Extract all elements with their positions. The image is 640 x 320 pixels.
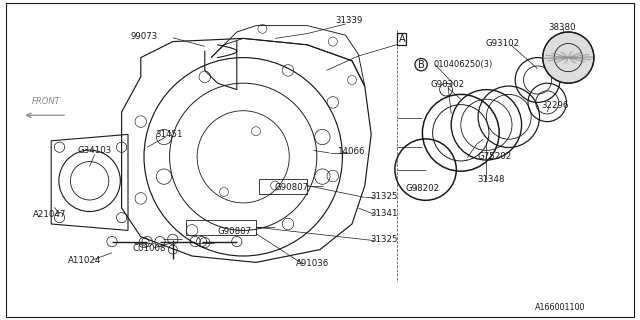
Ellipse shape — [543, 32, 594, 83]
Text: A21047: A21047 — [33, 210, 66, 219]
Text: G98202: G98202 — [405, 184, 440, 193]
Text: G75202: G75202 — [477, 152, 512, 161]
Text: 31348: 31348 — [477, 175, 504, 184]
Text: 31451: 31451 — [156, 130, 183, 139]
Text: G90807: G90807 — [274, 183, 308, 192]
Text: FRONT: FRONT — [32, 97, 60, 106]
Text: A: A — [399, 34, 405, 44]
Text: A91036: A91036 — [296, 260, 329, 268]
Text: C01008: C01008 — [132, 244, 166, 253]
Text: A11024: A11024 — [68, 256, 102, 265]
Text: 31341: 31341 — [371, 209, 397, 218]
Text: G90807: G90807 — [218, 228, 252, 236]
Text: B: B — [418, 60, 424, 70]
Text: 31325: 31325 — [371, 192, 397, 201]
Text: G93102: G93102 — [485, 39, 520, 48]
Text: A166001100: A166001100 — [535, 303, 585, 312]
Text: 010406250(3): 010406250(3) — [433, 60, 492, 68]
Text: G34103: G34103 — [77, 146, 112, 155]
Text: 38380: 38380 — [548, 23, 575, 32]
Text: 31325: 31325 — [371, 236, 397, 244]
Text: G90302: G90302 — [431, 80, 465, 89]
Text: 32296: 32296 — [541, 101, 568, 110]
Text: 31339: 31339 — [335, 16, 362, 25]
Text: 99073: 99073 — [131, 32, 157, 41]
Text: 14066: 14066 — [337, 148, 364, 156]
